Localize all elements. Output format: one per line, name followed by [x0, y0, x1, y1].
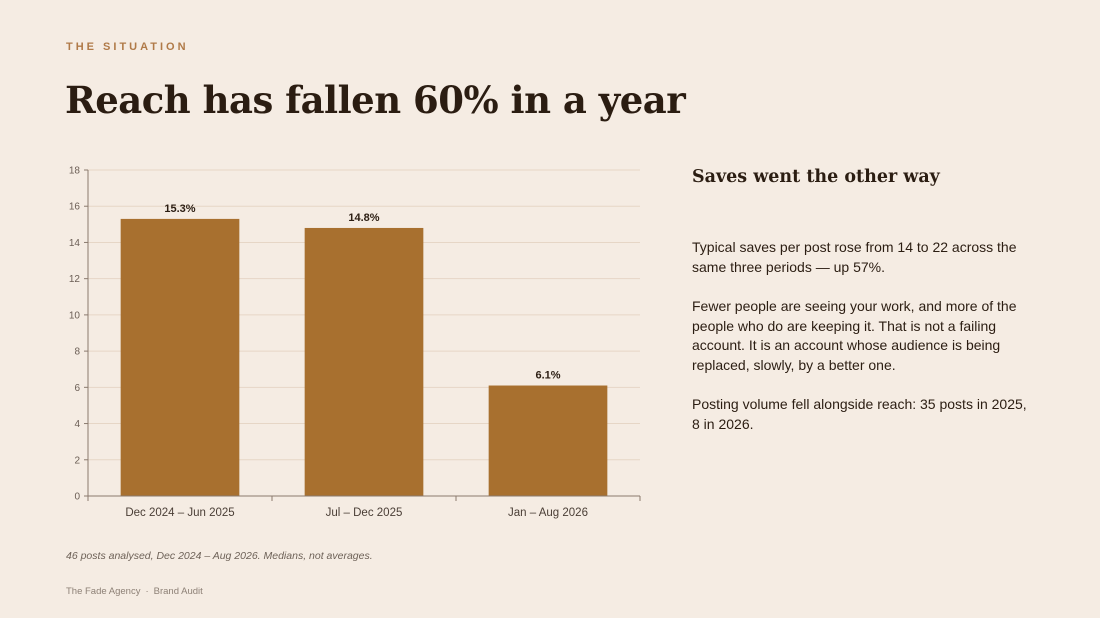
methodology-note: 46 posts analysed, Dec 2024 – Aug 2026. …	[66, 550, 373, 562]
y-tick-label: 8	[74, 347, 80, 358]
x-tick-label: Jan – Aug 2026	[508, 507, 588, 519]
y-tick-label: 12	[69, 274, 81, 285]
footer: The Fade Agency · Brand Audit	[66, 586, 203, 597]
volume-paragraph: Posting volume fell alongside reach: 35 …	[692, 396, 1027, 432]
y-tick-label: 14	[69, 238, 81, 249]
bar-value-label: 14.8%	[348, 212, 379, 224]
bar	[304, 227, 424, 496]
footer-agency: The Fade Agency	[66, 586, 141, 597]
bar-value-label: 6.1%	[535, 370, 560, 382]
bar-chart: 0 2 4 6 8 10 12 14 16 18 15.3% Dec 2024 – Jun 2025 1…	[69, 166, 641, 519]
footer-doc: Brand Audit	[153, 586, 203, 597]
saves-paragraph: Typical saves per post rose from 14 to 2…	[692, 239, 1017, 275]
y-tick-label: 2	[74, 455, 80, 466]
y-tick-label: 18	[69, 166, 81, 177]
x-tick-label: Jul – Dec 2025	[326, 507, 403, 519]
y-tick-label: 16	[69, 202, 81, 213]
y-tick-label: 10	[69, 310, 81, 321]
bar	[488, 385, 608, 496]
audience-paragraph: Fewer people are seeing your work, and m…	[692, 298, 1017, 373]
side-heading: Saves went the other way	[692, 167, 940, 187]
y-tick-label: 4	[74, 419, 80, 430]
bar-value-label: 15.3%	[164, 203, 195, 215]
bar	[120, 218, 240, 496]
y-tick-label: 6	[74, 383, 80, 394]
slide-title: Reach has fallen 60% in a year	[65, 78, 686, 122]
footer-separator: ·	[145, 586, 149, 597]
y-tick-label: 0	[74, 492, 80, 503]
x-tick-label: Dec 2024 – Jun 2025	[125, 507, 234, 519]
section-kicker: THE SITUATION	[66, 41, 189, 53]
